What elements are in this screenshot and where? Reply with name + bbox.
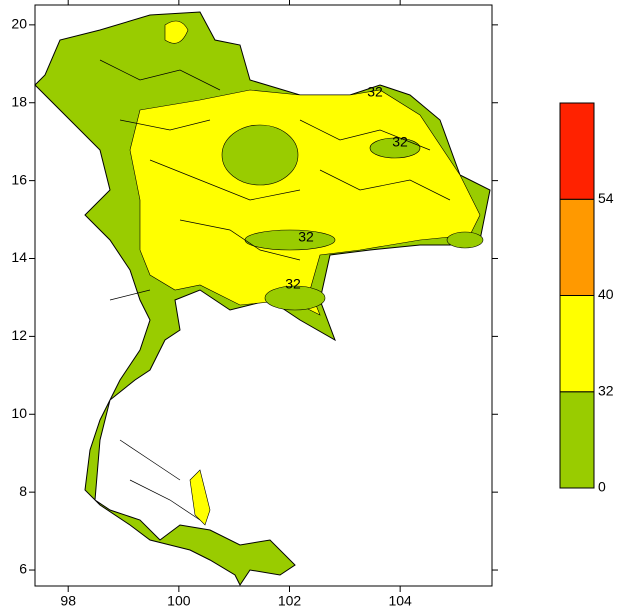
contour-label: 32 — [298, 229, 314, 245]
yellow-zone — [189, 469, 211, 526]
province-borders — [99, 59, 451, 521]
contour-label: 32 — [367, 84, 383, 100]
green-zone — [221, 124, 299, 186]
x-tick-label: 100 — [167, 593, 191, 609]
yellow-zone — [164, 20, 189, 44]
y-tick-label: 6 — [19, 561, 27, 577]
x-tick-label: 104 — [388, 593, 412, 609]
colorbar-box — [559, 295, 595, 393]
contour-label: 32 — [392, 134, 408, 150]
y-tick-label: 20 — [11, 16, 27, 32]
map-shapes — [34, 11, 491, 586]
colorbar-label: 32 — [598, 382, 614, 398]
y-tick-label: 8 — [19, 483, 27, 499]
colorbar-box — [559, 102, 595, 200]
y-tick-label: 14 — [11, 249, 27, 265]
green-zone — [369, 137, 421, 159]
y-tick-label: 12 — [11, 327, 27, 343]
y-tick-label: 16 — [11, 171, 27, 187]
plot-frame — [34, 4, 493, 587]
green-zone — [446, 231, 484, 249]
y-tick-label: 18 — [11, 93, 27, 109]
colorbar-label: 0 — [598, 479, 606, 495]
y-tick-label: 10 — [11, 405, 27, 421]
x-tick-label: 98 — [60, 593, 76, 609]
colorbar-label: 40 — [598, 286, 614, 302]
colorbar-label: 54 — [598, 190, 614, 206]
green-zone — [244, 229, 336, 251]
colorbar-box — [559, 198, 595, 296]
green-zone — [264, 285, 326, 311]
contour-label: 32 — [285, 276, 301, 292]
colorbar-box — [559, 391, 595, 489]
x-tick-label: 102 — [278, 593, 302, 609]
